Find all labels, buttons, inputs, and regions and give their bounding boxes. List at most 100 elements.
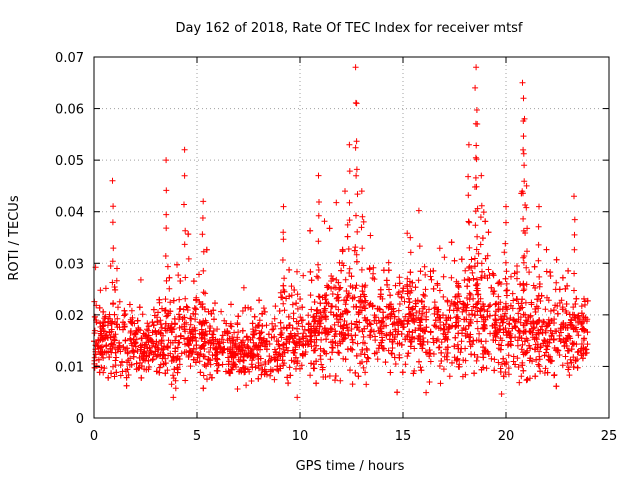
data-point — [416, 308, 423, 315]
data-point — [502, 240, 509, 247]
data-point — [562, 322, 569, 329]
data-point — [283, 295, 290, 302]
data-point — [518, 300, 525, 307]
data-point — [387, 369, 394, 376]
data-point — [536, 348, 543, 355]
data-point — [533, 356, 540, 363]
data-point — [318, 314, 325, 321]
data-point — [315, 172, 322, 179]
data-point — [559, 306, 566, 313]
data-point — [185, 255, 192, 262]
data-point — [443, 321, 449, 328]
data-point — [478, 202, 485, 209]
data-point — [536, 363, 543, 370]
data-point — [378, 319, 385, 326]
data-point — [474, 205, 481, 212]
data-point — [120, 326, 126, 333]
data-point — [229, 366, 235, 373]
data-point — [528, 301, 535, 308]
data-point — [305, 321, 312, 328]
data-point — [111, 337, 118, 344]
data-point — [132, 340, 139, 347]
data-point — [349, 381, 356, 388]
data-point — [111, 336, 118, 343]
x-tick-labels: 0 5 10 15 20 25 — [90, 429, 617, 444]
data-point — [499, 306, 506, 313]
data-point — [327, 309, 334, 316]
data-point — [428, 276, 435, 283]
data-point — [466, 296, 473, 303]
data-point — [328, 303, 335, 310]
data-point — [293, 300, 300, 307]
data-point — [201, 306, 208, 313]
data-point — [249, 320, 256, 327]
data-point — [91, 327, 98, 334]
data-point — [147, 336, 154, 343]
data-point — [361, 325, 368, 332]
data-point — [381, 345, 387, 352]
data-point — [463, 307, 470, 314]
data-point — [451, 257, 458, 264]
data-point — [421, 303, 428, 310]
data-point — [240, 353, 247, 360]
data-point — [95, 356, 102, 363]
data-point — [323, 336, 330, 343]
data-point — [505, 352, 512, 359]
data-point — [547, 308, 554, 314]
data-point — [321, 292, 328, 299]
data-point — [131, 340, 138, 347]
data-point — [247, 306, 254, 312]
data-point — [452, 301, 459, 308]
data-point — [362, 317, 369, 324]
data-point — [96, 304, 103, 311]
data-point — [251, 313, 258, 320]
data-point — [531, 263, 538, 270]
data-point — [406, 328, 413, 335]
data-point — [225, 361, 232, 368]
data-point — [490, 288, 496, 295]
data-point — [335, 349, 341, 356]
data-point — [181, 201, 187, 208]
data-point — [515, 310, 522, 317]
data-point — [219, 349, 226, 356]
data-point — [170, 353, 177, 360]
data-point — [543, 246, 550, 253]
data-point — [380, 309, 387, 316]
data-point — [475, 250, 482, 257]
data-point — [511, 317, 518, 324]
data-point — [444, 350, 451, 356]
data-point — [455, 322, 462, 329]
data-point — [389, 321, 396, 328]
data-point — [109, 258, 116, 265]
data-point — [465, 276, 471, 283]
data-point — [227, 370, 234, 377]
data-point — [155, 309, 161, 316]
data-point — [354, 191, 361, 198]
data-point — [390, 308, 397, 315]
data-point — [100, 308, 107, 315]
data-point — [399, 369, 406, 376]
data-point — [124, 345, 131, 352]
data-point — [102, 313, 109, 320]
data-point — [256, 297, 263, 304]
data-point — [307, 292, 314, 299]
data-point — [535, 223, 542, 230]
data-point — [359, 283, 366, 290]
data-point — [299, 341, 306, 348]
data-point — [478, 338, 485, 345]
data-point — [468, 256, 475, 263]
data-point — [516, 328, 523, 335]
data-point — [267, 372, 274, 379]
data-point — [218, 336, 225, 343]
data-point — [452, 323, 459, 330]
data-point — [386, 286, 392, 293]
data-point — [497, 335, 504, 342]
data-point — [476, 330, 483, 337]
data-point — [331, 321, 338, 328]
data-point — [451, 300, 458, 307]
data-point — [421, 328, 428, 335]
y-tick-label: 0.04 — [55, 206, 84, 221]
data-point — [123, 374, 130, 381]
data-point — [466, 338, 473, 345]
data-point — [207, 325, 214, 331]
